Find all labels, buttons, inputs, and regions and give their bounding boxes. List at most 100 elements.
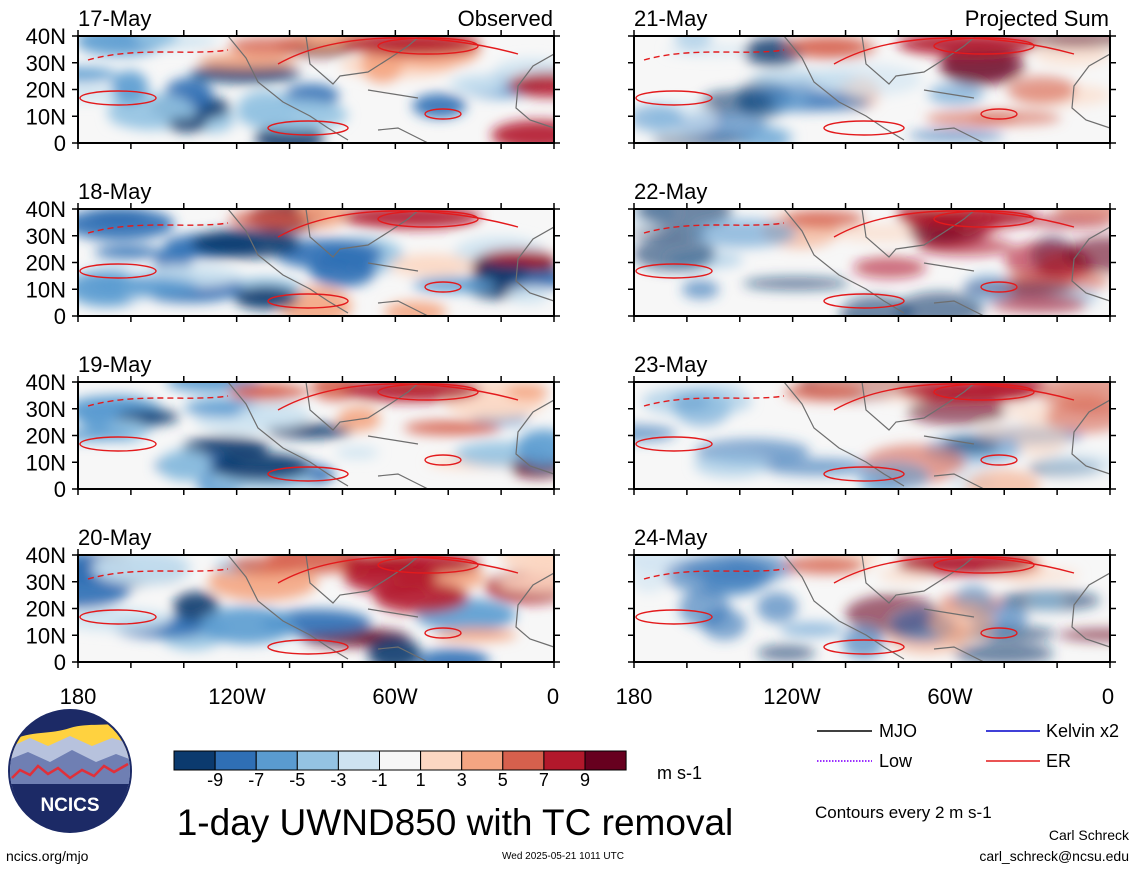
wind-anomaly-shading (78, 555, 554, 662)
contour-legend: MJO Kelvin x2 Low ER Contours every 2 m … (815, 721, 1119, 822)
lon-label: 60W (372, 684, 417, 709)
colorbar-tick-label: 7 (539, 770, 549, 790)
legend-label-mjo: MJO (879, 721, 917, 741)
colorbar-tick-label: -3 (330, 770, 346, 790)
colorbar-tick-label: 9 (580, 770, 590, 790)
lat-label: 0 (54, 131, 66, 156)
panel-date-label: 23-May (634, 352, 707, 377)
colorbar-tick-label: -9 (207, 770, 223, 790)
er-contours (635, 37, 1075, 136)
footer-author: Carl Schreck (1048, 827, 1129, 843)
er-contours (635, 556, 1075, 655)
coastlines (783, 382, 1110, 489)
er-contours (79, 556, 519, 655)
coastlines (227, 555, 554, 662)
colorbar: -9 -7 -5 -3 -1 1 3 5 7 9 (173, 750, 627, 790)
er-contours (635, 210, 1075, 309)
coastlines (227, 209, 554, 316)
panel-date-label: 17-May (78, 6, 151, 31)
logo-text: NCICS (40, 795, 99, 816)
er-contours (79, 210, 519, 309)
colorbar-swatch (461, 750, 504, 771)
lat-label: 30N (26, 397, 66, 422)
ncics-logo: NCICS (8, 709, 132, 833)
lat-label: 30N (26, 224, 66, 249)
panel-date-label: 21-May (634, 6, 707, 31)
lat-label: 40N (26, 543, 66, 568)
coastlines (783, 555, 1110, 662)
wind-anomaly-shading (634, 555, 1110, 662)
lon-label: 120W (208, 684, 266, 709)
lon-label: 0 (1102, 684, 1114, 709)
colorbar-swatch (584, 750, 627, 771)
colorbar-tick-label: 5 (498, 770, 508, 790)
lat-label: 20N (26, 424, 66, 449)
lat-label: 20N (26, 78, 66, 103)
longitude-labels: 180 120W 60W 0 180 120W 60W 0 (60, 684, 1114, 709)
er-contours (79, 37, 519, 136)
panel-date-label: 22-May (634, 179, 707, 204)
panel-date-label: 18-May (78, 179, 151, 204)
lon-label: 60W (927, 684, 972, 709)
footer-timestamp: Wed 2025-05-21 1011 UTC (502, 851, 624, 862)
footer-url[interactable]: ncics.org/mjo (6, 848, 89, 864)
colorbar-swatch (214, 750, 257, 771)
contour-note: Contours every 2 m s-1 (815, 803, 992, 822)
map-panel: 21-May Projected Sum (628, 6, 1116, 149)
map-panel: 22-May (628, 179, 1116, 322)
colorbar-tick-label: 3 (457, 770, 467, 790)
footer-email[interactable]: carl_schreck@ncsu.edu (979, 848, 1129, 864)
coastlines (227, 36, 554, 143)
map-panel: 23-May (628, 352, 1116, 495)
panel-type-label: Projected Sum (965, 6, 1109, 31)
lat-label: 0 (54, 304, 66, 329)
colorbar-swatch (337, 750, 380, 771)
colorbar-tick-label: -7 (248, 770, 264, 790)
colorbar-tick-label: 1 (416, 770, 426, 790)
colorbar-swatch (255, 750, 298, 771)
lat-label: 10N (26, 277, 66, 302)
colorbar-swatch (543, 750, 586, 771)
lon-label: 0 (547, 684, 559, 709)
panel-date-label: 20-May (78, 525, 151, 550)
coastlines (227, 382, 554, 489)
colorbar-swatch (379, 750, 422, 771)
panel-date-label: 24-May (634, 525, 707, 550)
legend-label-low: Low (879, 751, 913, 771)
wind-anomaly-shading (634, 382, 1110, 489)
lat-label: 30N (26, 51, 66, 76)
figure-title: 1-day UWND850 with TC removal (177, 802, 734, 843)
lat-label: 10N (26, 450, 66, 475)
lat-label: 30N (26, 570, 66, 595)
lat-label: 0 (54, 477, 66, 502)
er-contours (635, 383, 1075, 482)
colorbar-tick-label: -5 (289, 770, 305, 790)
map-panel: 24-May (628, 525, 1116, 668)
legend-label-er: ER (1046, 751, 1071, 771)
lat-label: 20N (26, 251, 66, 276)
wind-anomaly-shading (634, 36, 1110, 143)
colorbar-tick-label: -1 (371, 770, 387, 790)
wind-anomaly-shading (78, 209, 554, 316)
lat-label: 10N (26, 623, 66, 648)
panel-type-label: Observed (458, 6, 553, 31)
colorbar-swatch (420, 750, 463, 771)
coastlines (783, 209, 1110, 316)
coastlines (783, 36, 1110, 143)
wind-anomaly-shading (78, 36, 554, 143)
lat-label: 40N (26, 370, 66, 395)
lat-label: 20N (26, 597, 66, 622)
colorbar-unit: m s-1 (657, 763, 702, 783)
colorbar-swatch (502, 750, 545, 771)
colorbar-swatch (173, 750, 216, 771)
er-contours (79, 383, 519, 482)
lat-label: 10N (26, 104, 66, 129)
lon-label: 120W (763, 684, 821, 709)
lat-label: 0 (54, 650, 66, 675)
legend-label-kelvin: Kelvin x2 (1046, 721, 1119, 741)
